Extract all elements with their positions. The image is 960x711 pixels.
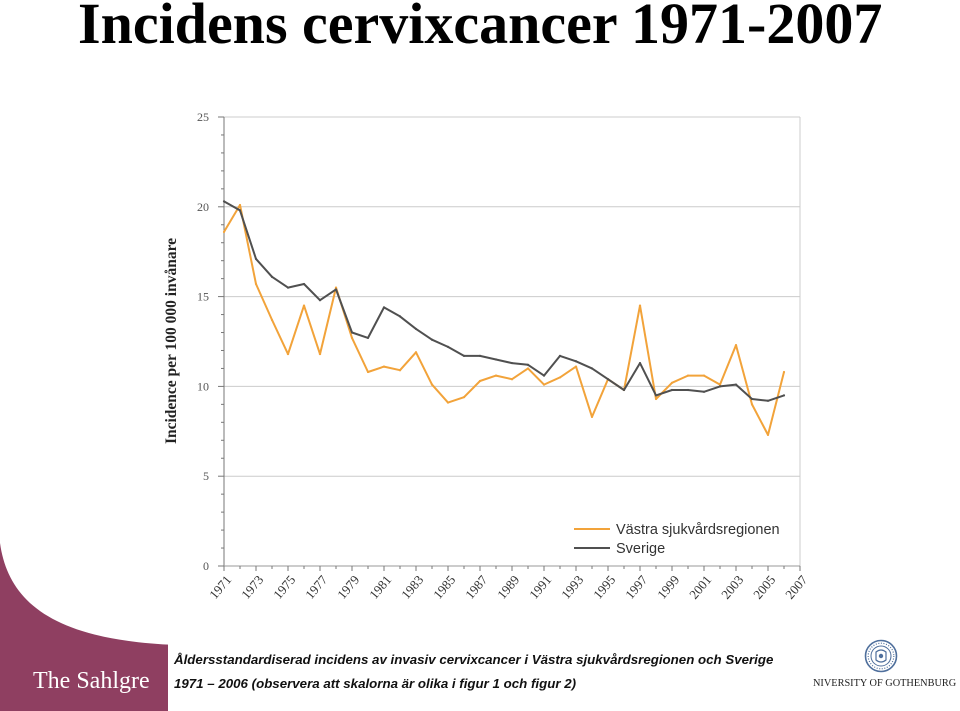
data-point-vastra (350, 336, 354, 340)
data-point-sverige (750, 397, 754, 401)
data-point-vastra (302, 304, 306, 307)
university-seal-icon (864, 639, 898, 673)
data-point-sverige (526, 363, 530, 366)
data-point-sverige (270, 275, 274, 278)
data-point-sverige (670, 388, 674, 392)
series-line-sverige (223, 200, 785, 402)
data-point-vastra (574, 365, 578, 368)
data-point-sverige (478, 354, 482, 357)
data-point-vastra (254, 282, 258, 286)
data-point-vastra (382, 365, 386, 368)
caption-line-1: Åldersstandardiserad incidens av invasiv… (174, 652, 774, 667)
slide-title: Incidens cervixcancer 1971-2007 (78, 0, 883, 56)
chart-series (222, 200, 786, 436)
data-point-vastra (318, 352, 322, 356)
data-point-vastra (446, 401, 450, 404)
data-point-sverige (558, 354, 562, 357)
data-point-vastra (638, 304, 642, 307)
data-point-vastra (398, 369, 402, 372)
data-point-sverige (734, 383, 738, 386)
data-point-sverige (286, 286, 290, 289)
data-point-sverige (622, 388, 626, 392)
y-tick-label: 5 (203, 469, 209, 483)
data-point-sverige (318, 299, 322, 302)
data-point-vastra (702, 374, 706, 377)
data-point-sverige (414, 327, 418, 331)
data-point-vastra (526, 367, 530, 370)
figure-caption: Åldersstandardiserad incidens av invasiv… (168, 643, 816, 711)
data-point-sverige (718, 385, 722, 388)
data-point-sverige (350, 331, 354, 334)
data-point-vastra (510, 378, 514, 381)
data-point-vastra (734, 343, 738, 347)
legend-label-vastra: Västra sjukvårdsregionen (616, 522, 780, 538)
data-point-vastra (334, 286, 338, 289)
data-point-sverige (446, 345, 450, 348)
legend: Västra sjukvårdsregionen Sverige (574, 522, 780, 557)
y-tick-label: 10 (197, 379, 209, 393)
data-point-vastra (782, 370, 786, 374)
data-point-vastra (430, 383, 434, 386)
brand-band (0, 543, 176, 711)
data-point-vastra (766, 433, 770, 436)
data-point-sverige (494, 358, 498, 361)
university-name: NIVERSITY OF GOTHENBURG (813, 678, 957, 689)
data-point-sverige (766, 399, 770, 402)
data-point-sverige (638, 361, 642, 365)
data-point-vastra (558, 376, 562, 379)
data-point-sverige (366, 336, 370, 340)
data-point-sverige (430, 338, 434, 341)
data-point-sverige (222, 200, 226, 203)
data-point-vastra (366, 370, 370, 374)
data-point-vastra (462, 396, 466, 399)
data-point-sverige (334, 288, 338, 291)
data-point-sverige (542, 374, 546, 377)
y-tick-label: 20 (197, 200, 209, 214)
series-line-vastra (223, 204, 785, 436)
data-point-sverige (254, 257, 258, 260)
data-point-vastra (478, 379, 482, 383)
data-point-vastra (686, 374, 690, 377)
data-point-vastra (270, 318, 274, 322)
data-point-sverige (574, 360, 578, 363)
data-point-sverige (382, 306, 386, 309)
data-point-sverige (606, 378, 610, 381)
data-point-sverige (686, 388, 690, 392)
data-point-sverige (654, 394, 658, 397)
data-point-sverige (462, 354, 466, 357)
data-point-sverige (510, 361, 514, 365)
data-point-vastra (286, 352, 290, 356)
brand-text: The Sahlgre (33, 668, 150, 694)
data-point-vastra (238, 203, 242, 207)
data-point-vastra (654, 397, 658, 401)
y-tick-label: 15 (197, 290, 209, 304)
data-point-vastra (414, 351, 418, 354)
chart-grid (224, 116, 801, 566)
data-point-vastra (590, 415, 594, 419)
data-point-sverige (590, 367, 594, 370)
legend-label-sverige: Sverige (616, 541, 665, 557)
y-axis-label: Incidence per 100 000 invånare (163, 238, 180, 444)
data-point-sverige (782, 394, 786, 397)
data-point-vastra (222, 230, 226, 234)
data-point-sverige (238, 209, 242, 212)
data-point-sverige (702, 390, 706, 393)
y-tick-label: 0 (203, 559, 209, 573)
data-point-sverige (398, 315, 402, 318)
caption-line-2: 1971 – 2006 (observera att skalorna är o… (174, 676, 577, 691)
data-point-sverige (302, 282, 306, 286)
data-point-vastra (670, 381, 674, 384)
data-point-vastra (542, 383, 546, 386)
data-point-vastra (494, 374, 498, 377)
data-point-vastra (750, 403, 754, 406)
data-point-vastra (718, 383, 722, 386)
y-tick-label: 25 (197, 110, 209, 124)
